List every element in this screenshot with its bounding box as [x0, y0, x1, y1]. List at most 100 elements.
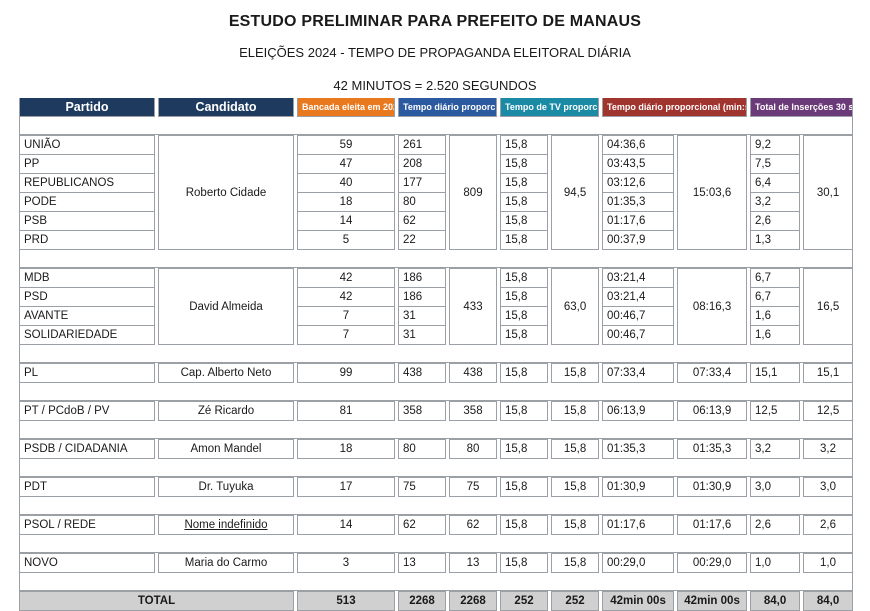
- total-seconds-cell: 2268: [398, 591, 446, 611]
- bancada-cell: 42: [297, 268, 395, 288]
- tv-total-cell: 15,8: [551, 553, 600, 573]
- header-bancada: Bancada eleita em 2022: [297, 98, 395, 117]
- seconds-sum-cell: 433: [449, 268, 498, 345]
- tv-total-cell: 63,0: [551, 268, 600, 345]
- time-cell: 04:36,6: [602, 135, 675, 155]
- seconds-cell: 177: [398, 174, 446, 193]
- tv-total-cell: 15,8: [551, 515, 600, 535]
- total-time-total-cell: 42min 00s: [677, 591, 748, 611]
- insercoes-total-cell: 15,1: [803, 363, 854, 383]
- table-row: PSD 42 186 15,8 03:21,4 6,7: [19, 288, 853, 307]
- table-row: PSB 14 62 15,8 01:17,6 2,6: [19, 212, 853, 231]
- party-cell: PSD: [19, 288, 155, 307]
- seconds-cell: 31: [398, 326, 446, 345]
- tv-cell: 15,8: [500, 515, 549, 535]
- time-cell: 01:17,6: [602, 212, 675, 231]
- seconds-sum-cell: 809: [449, 135, 498, 250]
- bancada-cell: 59: [297, 135, 395, 155]
- seconds-cell: 261: [398, 135, 446, 155]
- insercoes-total-cell: 3,0: [803, 477, 854, 497]
- time-cell: 01:17,6: [602, 515, 675, 535]
- candidate-cell: Cap. Alberto Neto: [158, 363, 294, 383]
- bancada-cell: 81: [297, 401, 395, 421]
- bancada-cell: 14: [297, 515, 395, 535]
- seconds-cell: 80: [398, 193, 446, 212]
- tv-cell: 15,8: [500, 174, 549, 193]
- insercoes-cell: 12,5: [750, 401, 801, 421]
- time-total-cell: 01:35,3: [677, 439, 748, 459]
- time-cell: 00:37,9: [602, 231, 675, 250]
- seconds-cell: 31: [398, 307, 446, 326]
- insercoes-total-cell: 30,1: [803, 135, 854, 250]
- candidate-cell: Maria do Carmo: [158, 553, 294, 573]
- page-title: ESTUDO PRELIMINAR PARA PREFEITO DE MANAU…: [228, 13, 642, 30]
- time-cell: 06:13,9: [602, 401, 675, 421]
- party-cell: PODE: [19, 193, 155, 212]
- total-row: TOTAL 513 2268 2268 252 252 42min 00s 42min 00s…: [19, 591, 854, 611]
- party-cell: PP: [19, 155, 155, 174]
- candidate-cell: David Almeida: [158, 268, 294, 345]
- insercoes-cell: 1,0: [750, 553, 801, 573]
- insercoes-cell: 3,0: [750, 477, 801, 497]
- seconds-sum-cell: 13: [449, 553, 498, 573]
- party-cell: PL: [19, 363, 155, 383]
- tv-total-cell: 15,8: [551, 401, 600, 421]
- candidate-cell: Nome indefinido: [158, 515, 294, 535]
- tv-cell: 15,8: [500, 439, 549, 459]
- party-cell: REPUBLICANOS: [19, 174, 155, 193]
- tv-cell: 15,8: [500, 553, 549, 573]
- seconds-cell: 62: [398, 515, 446, 535]
- tv-cell: 15,8: [500, 231, 549, 250]
- header-tempo-proporcional: Tempo diário proporcional (90% = 2.268s)…: [398, 98, 498, 117]
- insercoes-cell: 9,2: [750, 135, 801, 155]
- insercoes-cell: 2,6: [750, 212, 801, 231]
- tv-cell: 15,8: [500, 307, 549, 326]
- tv-cell: 15,8: [500, 193, 549, 212]
- total-minutes-line: 42 MINUTOS = 2.520 SEGUNDOS: [333, 78, 537, 93]
- tv-total-cell: 15,8: [551, 363, 600, 383]
- header-insercoes: Total de Inserções 30 seg. por dia: [750, 98, 854, 117]
- seconds-cell: 22: [398, 231, 446, 250]
- party-cell: AVANTE: [19, 307, 155, 326]
- time-total-cell: 15:03,6: [677, 135, 748, 250]
- table-row: UNIÃO Roberto Cidade 59 261 809 15,8 94,5 04:36…: [19, 135, 854, 250]
- table-row: REPUBLICANOS 40 177 15,8 03:12,6 6,4: [19, 174, 853, 193]
- table-row: PDT Dr. Tuyuka 17 75 75 15,8 15,8 01:30,9 01:30,…: [19, 477, 854, 497]
- page-subtitle: ELEIÇÕES 2024 - TEMPO DE PROPAGANDA ELEI…: [239, 45, 631, 60]
- seconds-cell: 62: [398, 212, 446, 231]
- table-row: PSDB / CIDADANIA Amon Mandel 18 80 80 15,8 15,…: [19, 439, 854, 459]
- bancada-cell: 7: [297, 307, 395, 326]
- bancada-cell: 42: [297, 288, 395, 307]
- bancada-cell: 47: [297, 155, 395, 174]
- seconds-cell: 208: [398, 155, 446, 174]
- party-cell: UNIÃO: [19, 135, 155, 155]
- table-row: PODE 18 80 15,8 01:35,3 3,2: [19, 193, 853, 212]
- insercoes-cell: 1,6: [750, 307, 801, 326]
- table-row: PRD 5 22 15,8 00:37,9 1,3: [19, 231, 853, 250]
- party-cell: PSB: [19, 212, 155, 231]
- seconds-cell: 186: [398, 268, 446, 288]
- tv-cell: 15,8: [500, 401, 549, 421]
- insercoes-total-cell: 12,5: [803, 401, 854, 421]
- insercoes-total-cell: 1,0: [803, 553, 854, 573]
- seconds-sum-cell: 358: [449, 401, 498, 421]
- total-time-cell: 42min 00s: [602, 591, 675, 611]
- time-total-cell: 06:13,9: [677, 401, 748, 421]
- time-cell: 00:46,7: [602, 326, 675, 345]
- time-cell: 03:12,6: [602, 174, 675, 193]
- tv-cell: 15,8: [500, 363, 549, 383]
- bancada-cell: 14: [297, 212, 395, 231]
- tv-total-cell: 15,8: [551, 439, 600, 459]
- tv-cell: 15,8: [500, 477, 549, 497]
- header-partido: Partido: [19, 98, 155, 117]
- table-row: NOVO Maria do Carmo 3 13 13 15,8 15,8 00:29,0 00…: [19, 553, 854, 573]
- insercoes-cell: 1,3: [750, 231, 801, 250]
- insercoes-cell: 3,2: [750, 439, 801, 459]
- seconds-cell: 358: [398, 401, 446, 421]
- bancada-cell: 40: [297, 174, 395, 193]
- seconds-sum-cell: 438: [449, 363, 498, 383]
- bancada-cell: 99: [297, 363, 395, 383]
- party-cell: PRD: [19, 231, 155, 250]
- table-row: PL Cap. Alberto Neto 99 438 438 15,8 15,8 07:33…: [19, 363, 854, 383]
- party-cell: PSOL / REDE: [19, 515, 155, 535]
